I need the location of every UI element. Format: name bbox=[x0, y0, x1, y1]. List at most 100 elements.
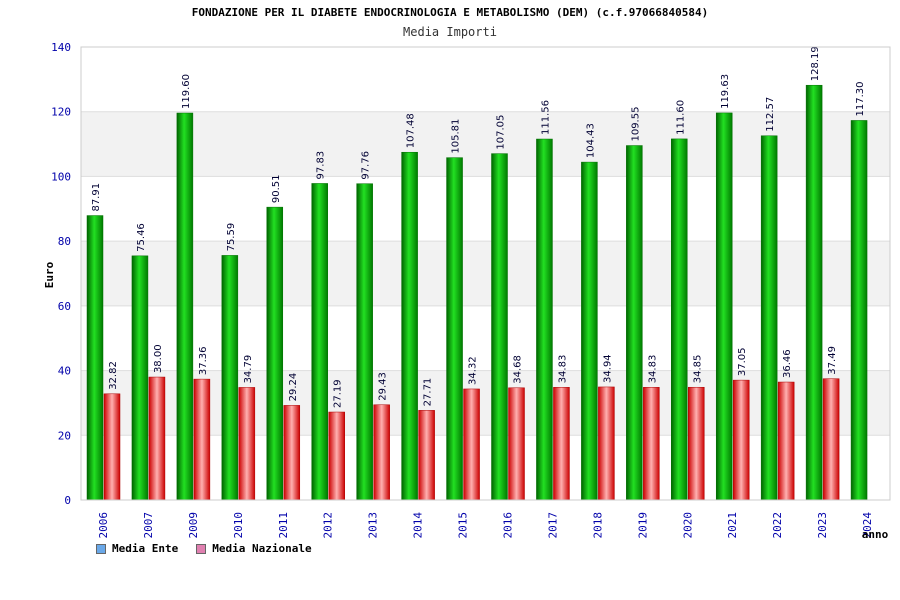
x-tick-label: 2014 bbox=[412, 512, 425, 539]
bar-media-nazionale bbox=[553, 387, 570, 501]
legend-item-media-nazionale: Media Nazionale bbox=[196, 542, 312, 555]
bar-media-ente bbox=[221, 255, 239, 501]
bar-media-nazionale bbox=[777, 381, 795, 501]
bar-media-ente bbox=[131, 255, 149, 501]
data-label: 90.51 bbox=[271, 174, 282, 203]
bar-media-nazionale bbox=[238, 387, 256, 501]
bar-media-ente bbox=[266, 206, 284, 501]
y-tick-label: 40 bbox=[58, 365, 71, 378]
data-label: 34.68 bbox=[513, 355, 524, 384]
data-label: 38.00 bbox=[153, 344, 164, 373]
x-tick-label: 2006 bbox=[97, 512, 110, 539]
y-tick-label: 0 bbox=[64, 494, 71, 507]
y-tick-label: 80 bbox=[58, 235, 71, 248]
x-tick-label: 2024 bbox=[861, 512, 874, 539]
x-tick-label: 2009 bbox=[187, 512, 200, 539]
x-axis-title: anno bbox=[862, 528, 889, 541]
grid-band bbox=[81, 47, 890, 112]
data-label: 87.91 bbox=[91, 183, 102, 212]
data-label: 29.43 bbox=[378, 372, 389, 401]
x-tick-label: 2023 bbox=[816, 512, 829, 539]
legend: Media Ente Media Nazionale bbox=[96, 542, 312, 555]
data-label: 111.60 bbox=[675, 100, 686, 135]
data-label: 75.59 bbox=[226, 223, 237, 252]
bar-media-ente bbox=[805, 84, 823, 501]
plot-frame bbox=[80, 46, 891, 501]
x-tick-label: 2010 bbox=[232, 512, 245, 539]
data-label: 119.63 bbox=[720, 74, 731, 109]
x-tick-label: 2017 bbox=[546, 512, 559, 539]
x-tick-label: 2007 bbox=[142, 512, 155, 539]
bar-media-ente bbox=[311, 183, 328, 501]
data-label: 107.48 bbox=[406, 113, 417, 148]
data-label: 36.46 bbox=[782, 349, 793, 378]
bar-media-ente bbox=[715, 112, 733, 501]
bar-media-ente bbox=[401, 151, 418, 501]
data-label: 34.83 bbox=[557, 355, 568, 384]
bar-media-nazionale bbox=[193, 378, 211, 501]
grid-band bbox=[81, 370, 890, 436]
bar-media-ente bbox=[626, 145, 643, 501]
bar-media-ente bbox=[671, 138, 688, 501]
bar-media-nazionale bbox=[463, 388, 480, 501]
x-tick-label: 2022 bbox=[771, 512, 784, 539]
x-tick-label: 2016 bbox=[502, 512, 515, 539]
x-tick-label: 2015 bbox=[457, 512, 470, 539]
bar-media-nazionale bbox=[508, 387, 525, 501]
grid-band bbox=[81, 435, 890, 500]
bar-media-ente bbox=[356, 183, 373, 501]
data-label: 34.85 bbox=[692, 355, 703, 384]
bar-media-nazionale bbox=[598, 386, 615, 501]
x-tick-label: 2019 bbox=[636, 512, 649, 539]
grid-band bbox=[81, 176, 890, 242]
y-tick-label: 20 bbox=[58, 429, 71, 442]
data-label: 97.83 bbox=[316, 151, 327, 180]
data-label: 75.46 bbox=[136, 223, 147, 252]
bar-media-ente bbox=[491, 153, 508, 501]
grid-band bbox=[81, 305, 890, 371]
y-tick-label: 140 bbox=[51, 41, 71, 54]
data-label: 34.79 bbox=[243, 355, 254, 384]
bar-media-nazionale bbox=[148, 376, 166, 501]
data-label: 34.94 bbox=[602, 354, 613, 383]
bar-media-nazionale bbox=[328, 411, 345, 501]
x-tick-label: 2012 bbox=[322, 512, 335, 539]
data-label: 37.05 bbox=[737, 347, 748, 376]
y-axis-title: Euro bbox=[43, 261, 56, 288]
data-label: 97.76 bbox=[361, 151, 372, 180]
data-label: 34.32 bbox=[468, 356, 479, 385]
data-label: 111.56 bbox=[540, 100, 551, 135]
x-tick-label: 2018 bbox=[591, 512, 604, 539]
bar-media-nazionale bbox=[373, 404, 390, 501]
bar-media-ente bbox=[446, 157, 463, 501]
legend-label-media-ente: Media Ente bbox=[112, 542, 179, 555]
x-tick-label: 2020 bbox=[681, 512, 694, 539]
y-tick-label: 120 bbox=[51, 106, 71, 119]
bar-media-nazionale bbox=[732, 379, 750, 501]
data-label: 112.57 bbox=[765, 97, 776, 132]
data-label: 109.55 bbox=[630, 107, 641, 142]
legend-item-media-ente: Media Ente bbox=[96, 542, 178, 555]
bar-media-nazionale bbox=[643, 387, 660, 501]
y-tick-label: 100 bbox=[51, 170, 71, 183]
data-label: 37.36 bbox=[198, 346, 209, 375]
data-label: 105.81 bbox=[451, 119, 462, 154]
data-label: 37.49 bbox=[827, 346, 838, 375]
bar-media-ente bbox=[760, 135, 778, 501]
data-label: 119.60 bbox=[181, 74, 192, 109]
grid-band bbox=[81, 241, 890, 306]
legend-swatch-media-ente bbox=[96, 543, 106, 554]
bar-media-nazionale bbox=[283, 405, 301, 501]
data-label: 104.43 bbox=[585, 123, 596, 158]
chart-subtitle: Media Importi bbox=[403, 25, 497, 39]
legend-swatch-media-nazionale bbox=[196, 543, 207, 554]
data-label: 27.71 bbox=[423, 378, 434, 407]
bar-media-nazionale bbox=[418, 410, 435, 501]
data-label: 29.24 bbox=[288, 373, 299, 402]
x-tick-label: 2021 bbox=[726, 512, 739, 539]
bar-media-ente bbox=[86, 215, 104, 501]
bar-media-nazionale bbox=[822, 378, 840, 501]
data-label: 27.19 bbox=[333, 379, 344, 408]
bar-media-ente bbox=[850, 120, 868, 501]
